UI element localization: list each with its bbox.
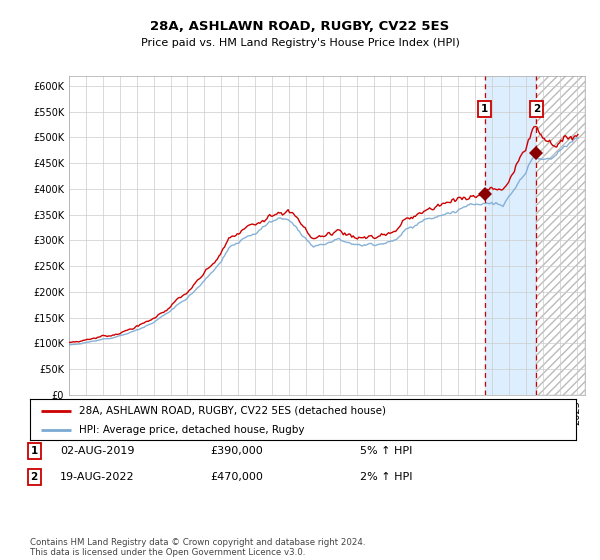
Text: 2% ↑ HPI: 2% ↑ HPI [360,472,413,482]
Bar [536,76,585,395]
Text: 28A, ASHLAWN ROAD, RUGBY, CV22 5ES (detached house): 28A, ASHLAWN ROAD, RUGBY, CV22 5ES (deta… [79,405,386,416]
Text: 2: 2 [31,472,38,482]
Bar [485,76,536,395]
Text: 1: 1 [31,446,38,456]
Text: £470,000: £470,000 [210,472,263,482]
Text: 19-AUG-2022: 19-AUG-2022 [60,472,134,482]
Text: HPI: Average price, detached house, Rugby: HPI: Average price, detached house, Rugb… [79,424,305,435]
Text: 1: 1 [481,104,488,114]
Text: £390,000: £390,000 [210,446,263,456]
Text: 28A, ASHLAWN ROAD, RUGBY, CV22 5ES: 28A, ASHLAWN ROAD, RUGBY, CV22 5ES [151,20,449,32]
Text: Contains HM Land Registry data © Crown copyright and database right 2024.
This d: Contains HM Land Registry data © Crown c… [30,538,365,557]
Text: 2: 2 [533,104,540,114]
Text: Price paid vs. HM Land Registry's House Price Index (HPI): Price paid vs. HM Land Registry's House … [140,38,460,48]
Text: 5% ↑ HPI: 5% ↑ HPI [360,446,412,456]
Text: 02-AUG-2019: 02-AUG-2019 [60,446,134,456]
